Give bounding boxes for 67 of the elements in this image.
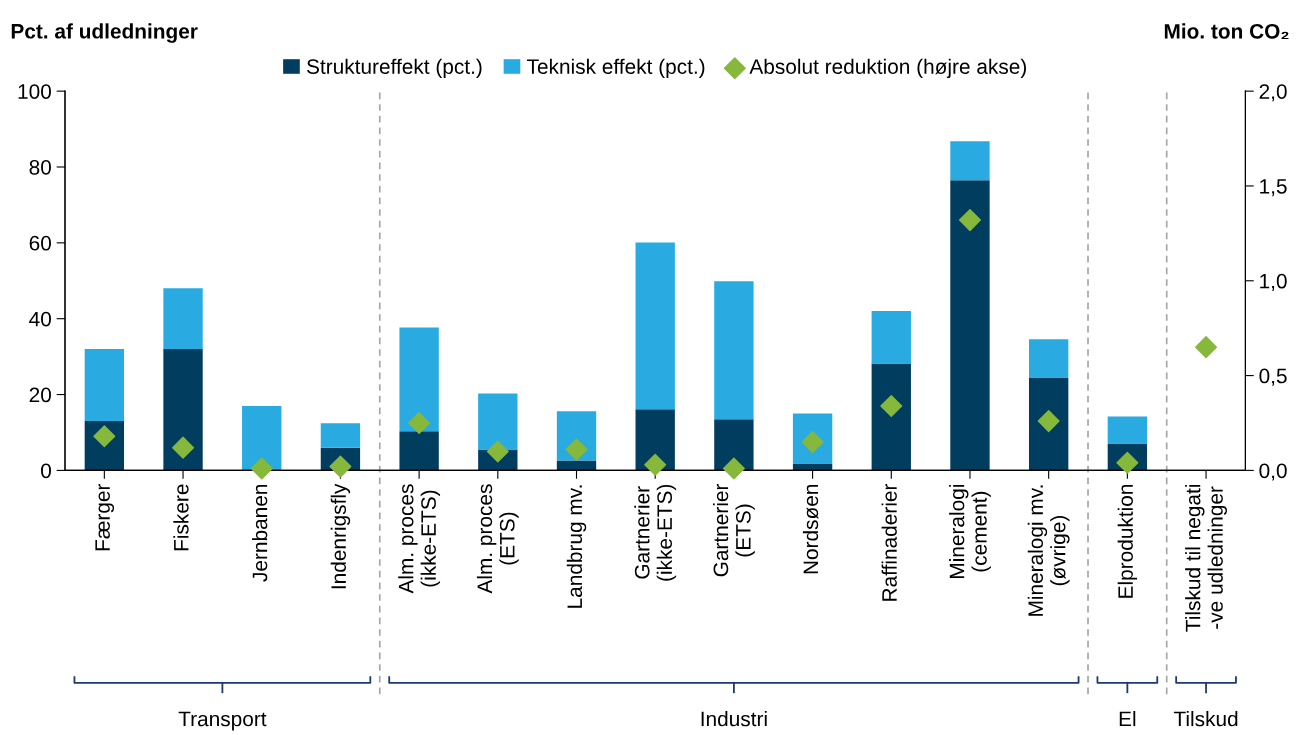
y2-tick-label: 2,0 — [1259, 84, 1287, 102]
point — [486, 440, 509, 463]
point — [722, 457, 745, 480]
bar — [871, 311, 911, 364]
point — [565, 438, 588, 461]
y2-tick-label: 1,0 — [1260, 273, 1287, 291]
x-tick-label: Alm. proces (ikke-ETS) — [398, 484, 441, 594]
point — [644, 453, 667, 476]
bar — [1028, 377, 1069, 471]
point — [1037, 410, 1060, 433]
y-axis-title: Pct. af udledninger — [11, 23, 198, 43]
x-tick-label: Alm. proces (ETS) — [476, 484, 519, 594]
bar — [1107, 416, 1148, 444]
x-tick-label: Raffinaderier — [881, 483, 897, 601]
point — [172, 436, 195, 459]
x-tick-label: Gartnerier (ETS) — [712, 483, 755, 577]
bar — [635, 242, 675, 410]
bar — [163, 288, 203, 350]
y-tick-label: 0 — [41, 463, 51, 479]
y-tick-label: 60 — [29, 235, 51, 251]
y2-tick-label: 0,5 — [1259, 368, 1287, 386]
bar — [399, 431, 439, 471]
x-tick-label: Landbrug mv. — [566, 485, 587, 608]
bar — [320, 423, 361, 448]
text: Tilskud — [1173, 711, 1238, 727]
x-tick-label: Nordsøen — [802, 484, 819, 574]
bar — [950, 141, 990, 181]
y-tick-label: 100 — [18, 84, 51, 99]
bar — [1028, 339, 1069, 378]
bar — [871, 363, 911, 471]
bar — [478, 393, 518, 450]
x-tick-label: Tilskud til negati -ve udledninger — [1185, 484, 1227, 632]
point — [408, 411, 431, 434]
y2-tick-label: 0,0 — [1259, 463, 1287, 481]
y-tick-label: 80 — [29, 159, 51, 175]
point — [880, 394, 903, 417]
legend-label: Struktureffekt (pct.) — [307, 58, 482, 79]
bar — [163, 349, 203, 471]
x-tick-label: Jernbanen — [252, 484, 268, 582]
y-tick-label: 40 — [29, 311, 51, 327]
y2-axis-title: Mio. ton CO₂ — [1164, 23, 1289, 40]
x-tick-label: Indenrigsfly — [330, 483, 351, 589]
point — [1195, 336, 1218, 359]
bar — [714, 281, 754, 420]
legend-label: Absolut reduktion (højre akse) — [749, 58, 1026, 79]
bar — [714, 419, 754, 471]
text: El — [1119, 711, 1136, 727]
y2-tick-label: 1,5 — [1260, 179, 1287, 197]
x-tick-label: Gartnerier (ikke-ETS) — [634, 484, 677, 581]
bar — [399, 327, 439, 432]
bar — [635, 409, 675, 471]
y-tick-label: 20 — [29, 387, 51, 403]
legend-label: Teknisk effekt (pct.) — [527, 58, 705, 79]
bar — [950, 180, 990, 471]
bar — [84, 349, 125, 422]
x-tick-label: Fiskere — [173, 484, 189, 551]
x-tick-label: Elproduktion — [1117, 484, 1138, 598]
text: Industri — [701, 711, 767, 727]
point — [250, 457, 273, 480]
x-tick-label: Mineralogi mv. (øvrige) — [1027, 485, 1070, 616]
bar — [556, 460, 597, 471]
text: Transport — [178, 711, 267, 731]
point — [329, 455, 352, 478]
bar — [242, 405, 282, 471]
x-tick-label: Færger — [95, 483, 115, 551]
point — [958, 209, 981, 232]
x-tick-label: Mineralogi (cement) — [949, 484, 991, 578]
